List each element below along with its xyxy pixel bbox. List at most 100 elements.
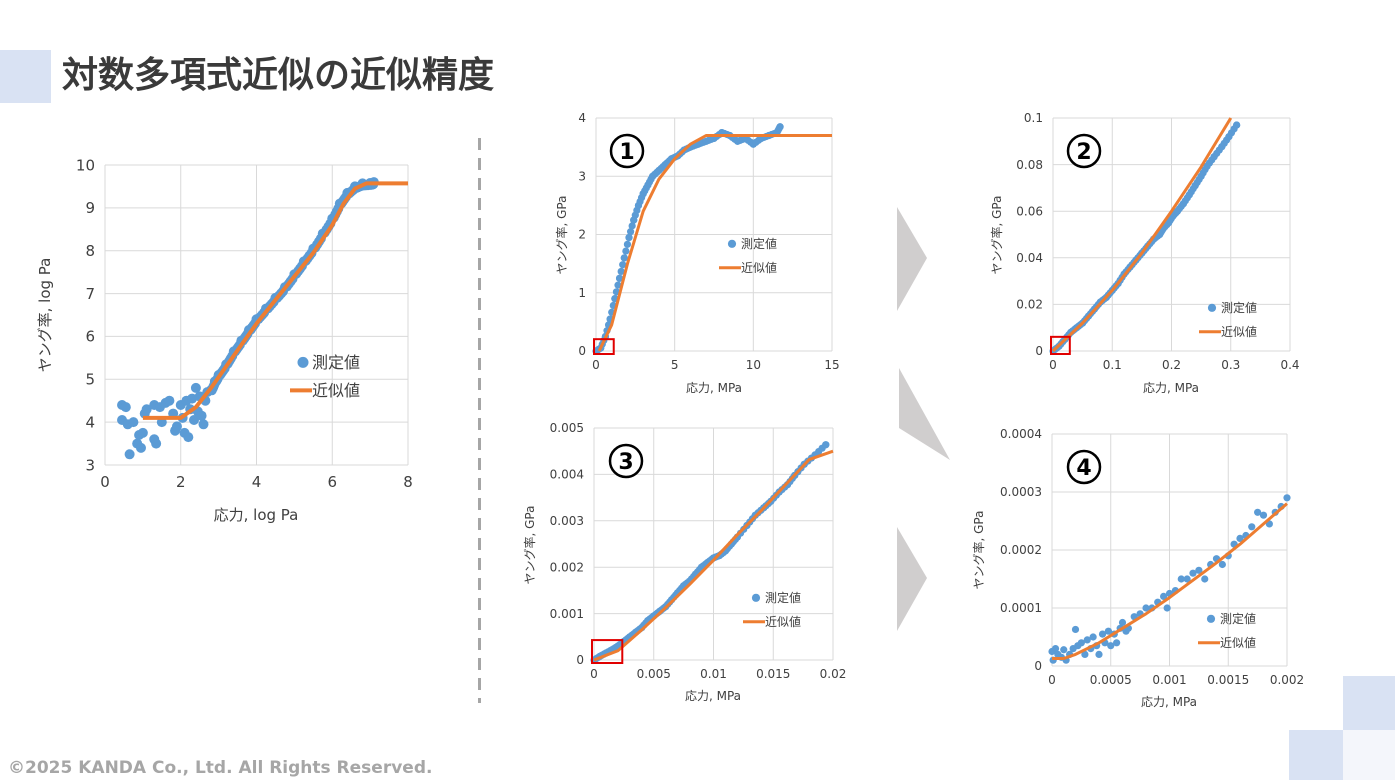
corner-square-left xyxy=(1289,730,1343,780)
y-axis-label: ヤング率, GPa xyxy=(522,506,537,585)
legend-measured: 測定値 xyxy=(312,353,360,372)
legend-approx: 近似値 xyxy=(741,260,777,275)
step-badge-number: 3 xyxy=(618,450,633,475)
legend-dot-icon xyxy=(727,239,737,248)
zoom-region-box xyxy=(591,639,624,665)
arrow-3-to-4-icon xyxy=(897,527,927,631)
y-tick-label: 4 xyxy=(578,111,586,125)
y-tick-label: 7 xyxy=(85,285,95,303)
x-tick-label: 0 xyxy=(1048,673,1056,687)
step-badge-icon xyxy=(1066,449,1102,485)
approx-line xyxy=(1052,502,1288,660)
legend-dot-icon xyxy=(297,356,309,368)
dashed-divider xyxy=(478,138,481,703)
y-tick-label: 0.001 xyxy=(550,607,584,621)
x-tick-label: 10 xyxy=(746,358,761,372)
y-tick-label: 2 xyxy=(578,228,586,242)
x-tick-label: 0.005 xyxy=(637,667,671,681)
y-tick-label: 4 xyxy=(85,413,95,431)
y-tick-label: 0.0004 xyxy=(1000,427,1042,441)
y-tick-label: 0.0003 xyxy=(1000,485,1042,499)
legend-approx: 近似値 xyxy=(765,614,801,629)
x-tick-label: 0 xyxy=(1049,358,1057,372)
y-tick-label: 0.06 xyxy=(1016,204,1043,218)
copyright-footer: ©2025 KANDA Co., Ltd. All Rights Reserve… xyxy=(8,758,433,778)
approx-line xyxy=(1051,117,1233,353)
y-tick-label: 10 xyxy=(76,156,95,174)
x-tick-label: 0.2 xyxy=(1162,358,1181,372)
x-axis-label: 応力, MPa xyxy=(685,689,741,703)
x-tick-label: 0.4 xyxy=(1280,358,1299,372)
y-axis-label: ヤング率, GPa xyxy=(989,196,1004,275)
x-tick-label: 0.01 xyxy=(700,667,727,681)
step-badge-number: 4 xyxy=(1076,456,1091,481)
y-axis-label: ヤング率, GPa xyxy=(971,511,986,590)
y-tick-label: 0.005 xyxy=(550,421,584,435)
corner-square-top xyxy=(1343,676,1395,730)
y-tick-label: 1 xyxy=(578,286,586,300)
y-tick-label: 8 xyxy=(85,242,95,260)
x-tick-label: 0 xyxy=(100,473,110,491)
legend-dot-icon xyxy=(1206,614,1216,623)
zoom-region-box xyxy=(1050,335,1071,356)
x-axis-label: 応力, MPa xyxy=(1141,695,1197,709)
legend-measured: 測定値 xyxy=(765,590,801,605)
legend-dot-icon xyxy=(751,593,761,602)
corner-square-light xyxy=(1343,730,1395,780)
x-tick-label: 4 xyxy=(252,473,262,491)
legend-measured: 測定値 xyxy=(741,236,777,251)
step-badge-number: 2 xyxy=(1076,140,1091,165)
x-tick-label: 5 xyxy=(671,358,679,372)
y-tick-label: 5 xyxy=(85,371,95,389)
page-title: 対数多項式近似の近似精度 xyxy=(62,55,495,96)
y-tick-label: 0.004 xyxy=(550,468,584,482)
title-accent-block xyxy=(0,50,51,103)
x-tick-label: 0.0005 xyxy=(1090,673,1132,687)
x-tick-label: 2 xyxy=(176,473,186,491)
x-tick-label: 0.001 xyxy=(1152,673,1186,687)
step-badge-number: 1 xyxy=(619,140,634,165)
legend-approx: 近似値 xyxy=(1221,324,1257,339)
y-tick-label: 0 xyxy=(578,344,586,358)
step-badge-icon xyxy=(1066,133,1102,169)
y-tick-label: 0.0001 xyxy=(1000,601,1042,615)
y-tick-label: 0.003 xyxy=(550,514,584,528)
x-tick-label: 0 xyxy=(592,358,600,372)
step-badge-icon xyxy=(609,133,645,169)
x-tick-label: 0.1 xyxy=(1103,358,1122,372)
y-tick-label: 0.1 xyxy=(1024,111,1043,125)
legend-measured: 測定値 xyxy=(1220,611,1256,626)
y-tick-label: 6 xyxy=(85,328,95,346)
arrow-2-to-3-icon xyxy=(899,368,950,460)
legend-approx: 近似値 xyxy=(312,381,360,400)
x-tick-label: 0.015 xyxy=(756,667,790,681)
y-axis-label: ヤング率, GPa xyxy=(554,196,569,275)
y-tick-label: 0 xyxy=(576,653,584,667)
approx-line xyxy=(593,449,834,662)
x-tick-label: 8 xyxy=(403,473,413,491)
y-tick-label: 0.0002 xyxy=(1000,543,1042,557)
y-tick-label: 0.04 xyxy=(1016,251,1043,265)
x-axis-label: 応力, MPa xyxy=(1143,381,1199,395)
approx-line xyxy=(142,181,408,420)
x-axis-label: 応力, MPa xyxy=(686,381,742,395)
x-tick-label: 0.002 xyxy=(1270,673,1304,687)
x-tick-label: 0 xyxy=(590,667,598,681)
y-tick-label: 0 xyxy=(1034,659,1042,673)
y-tick-label: 0.02 xyxy=(1016,298,1043,312)
y-tick-label: 3 xyxy=(85,456,95,474)
y-tick-label: 3 xyxy=(578,169,586,183)
y-tick-label: 0.08 xyxy=(1016,158,1043,172)
legend-measured: 測定値 xyxy=(1221,300,1257,315)
legend-approx: 近似値 xyxy=(1220,635,1256,650)
zoom-region-box xyxy=(593,338,615,355)
x-tick-label: 0.3 xyxy=(1221,358,1240,372)
legend-dot-icon xyxy=(1207,303,1217,312)
arrow-1-to-2-icon xyxy=(897,207,927,311)
